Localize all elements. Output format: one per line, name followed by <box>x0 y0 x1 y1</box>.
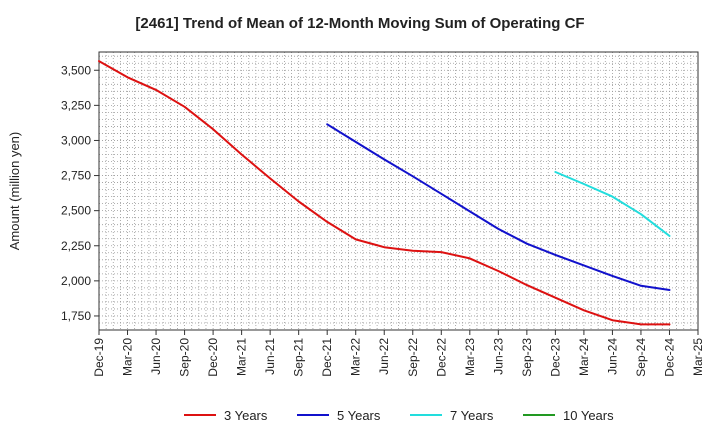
x-tick-label: Mar-21 <box>235 338 249 376</box>
y-tick-label: 2,500 <box>61 204 91 218</box>
y-tick-label: 2,750 <box>61 169 91 183</box>
x-tick-label: Sep-21 <box>292 338 306 377</box>
legend-label: 5 Years <box>337 408 381 423</box>
legend-label: 10 Years <box>563 408 614 423</box>
y-tick-label: 3,500 <box>61 63 91 77</box>
x-tick-label: Jun-20 <box>149 338 163 375</box>
x-tick-label: Jun-22 <box>377 338 391 375</box>
series-layer <box>98 60 671 326</box>
x-tick-label: Dec-24 <box>662 338 676 377</box>
x-tick-label: Jun-21 <box>263 338 277 375</box>
x-tick-label: Mar-20 <box>121 338 135 376</box>
x-tick-label: Mar-24 <box>577 338 591 376</box>
x-tick-label: Dec-22 <box>434 338 448 377</box>
series-line-7-years <box>554 171 671 237</box>
y-axis-label: Amount (million yen) <box>7 132 22 251</box>
x-tick-label: Dec-19 <box>92 338 106 377</box>
y-tick-label: 3,000 <box>61 133 91 147</box>
x-tick-label: Sep-20 <box>178 338 192 377</box>
legend-label: 7 Years <box>450 408 494 423</box>
x-tick-label: Sep-23 <box>520 338 534 377</box>
x-tick-label: Dec-20 <box>206 338 220 377</box>
y-tick-label: 2,250 <box>61 239 91 253</box>
x-tick-label: Dec-21 <box>320 338 334 377</box>
chart-title: [2461] Trend of Mean of 12-Month Moving … <box>135 15 584 32</box>
x-tick-label: Sep-24 <box>634 338 648 377</box>
x-axis: Dec-19 Mar-20 Jun-20 Sep-20 Dec-20 Mar-21 Jun-… <box>92 330 705 377</box>
y-axis: 1,750 2,000 2,250 2,500 2,750 3,000 3,250 3,500 <box>61 63 99 323</box>
x-tick-label: Jun-24 <box>605 338 619 375</box>
x-tick-label: Mar-22 <box>349 338 363 376</box>
x-tick-label: Mar-25 <box>691 338 705 376</box>
series-line-5-years <box>326 123 671 291</box>
plot-area <box>98 51 699 331</box>
y-tick-label: 3,250 <box>61 98 91 112</box>
series-line-3-years <box>98 60 671 326</box>
x-tick-label: Dec-23 <box>548 338 562 377</box>
y-tick-label: 1,750 <box>61 309 91 323</box>
x-tick-label: Jun-23 <box>491 338 505 375</box>
grid <box>99 52 698 330</box>
y-tick-label: 2,000 <box>61 274 91 288</box>
x-tick-label: Sep-22 <box>406 338 420 377</box>
legend-label: 3 Years <box>224 408 268 423</box>
x-tick-label: Mar-23 <box>463 338 477 376</box>
legend: 3 Years 5 Years 7 Years 10 Years <box>184 408 614 423</box>
